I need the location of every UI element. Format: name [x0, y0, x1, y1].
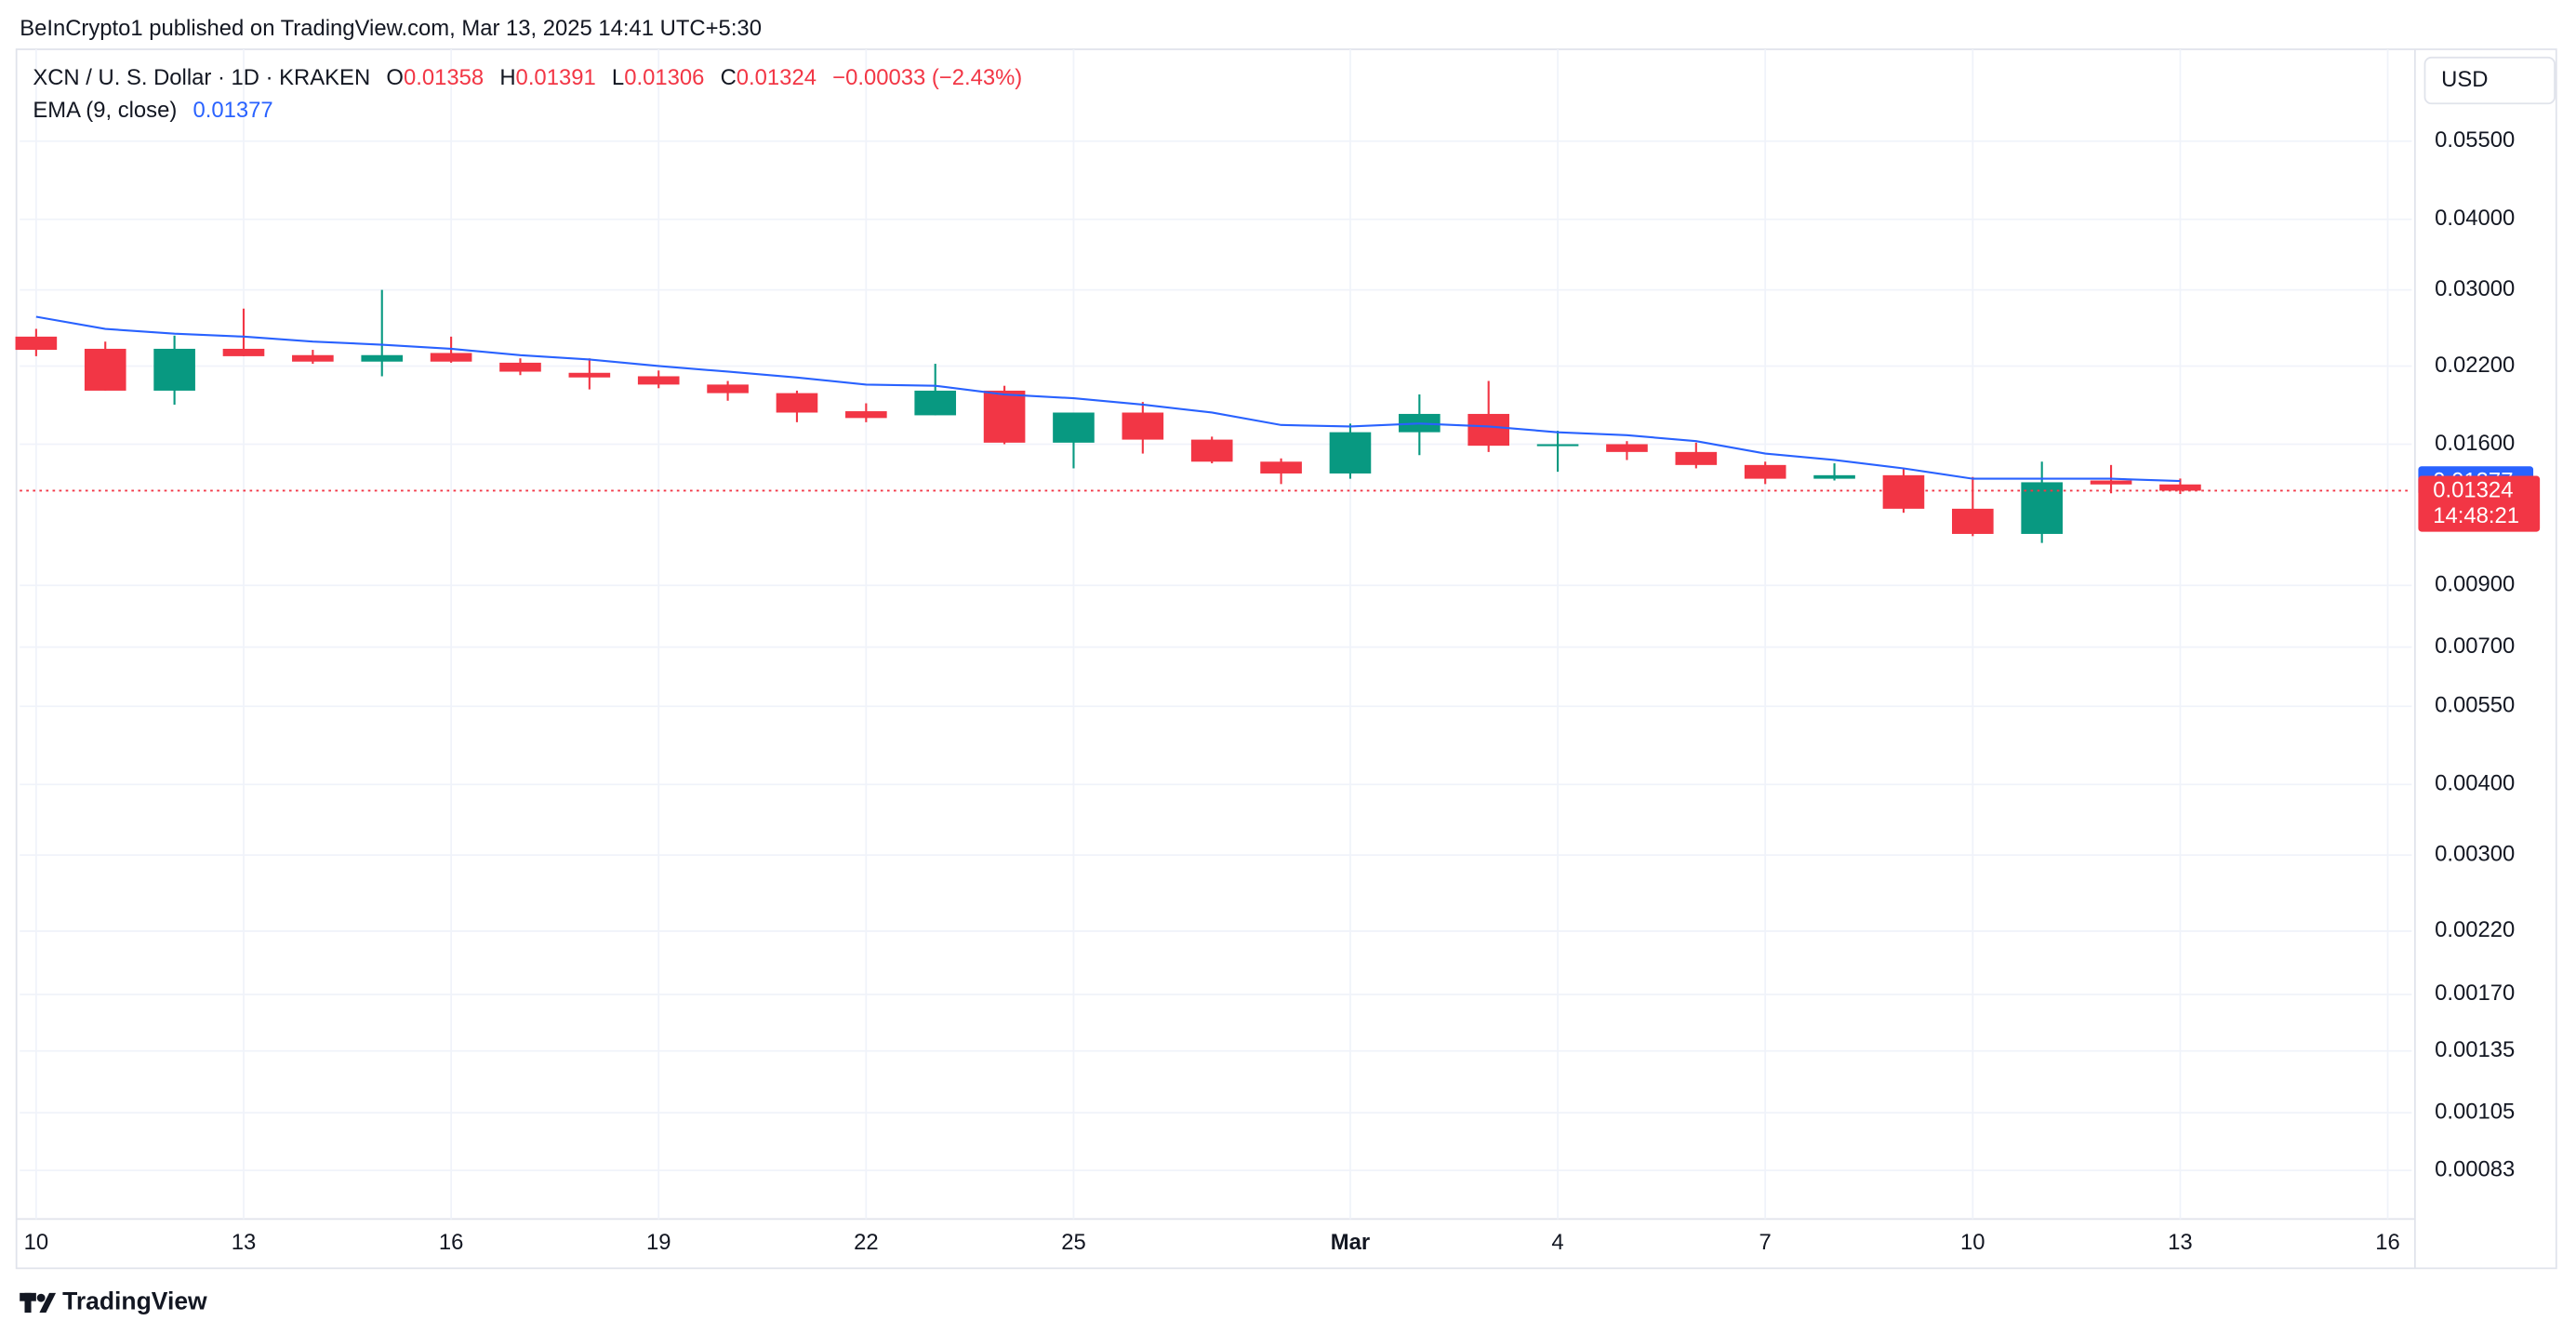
publish-header: BeInCrypto1 published on TradingView.com…	[20, 16, 762, 41]
x-tick-label: 22	[854, 1230, 879, 1255]
x-tick-label: 10	[1960, 1230, 1985, 1255]
y-tick-label: 0.00700	[2435, 634, 2515, 659]
y-tick-label: 0.05500	[2435, 127, 2515, 153]
candle-body	[707, 384, 749, 394]
candle-body	[222, 348, 265, 356]
candle-body	[983, 390, 1026, 443]
candle-body	[84, 348, 126, 391]
candle-body	[2159, 484, 2201, 491]
candle-body	[1122, 412, 1164, 440]
candle-body	[1882, 474, 1925, 509]
x-tick-label: 10	[24, 1230, 49, 1255]
candle-body	[1951, 508, 1994, 534]
candle-body	[1329, 432, 1372, 474]
y-tick-label: 0.00220	[2435, 917, 2515, 942]
symbol-title: XCN / U. S. Dollar · 1D · KRAKEN	[33, 65, 370, 90]
countdown-label: 14:48:21	[2433, 503, 2519, 528]
candle-body	[637, 376, 680, 385]
y-tick-label: 0.01600	[2435, 431, 2515, 456]
candle-body	[568, 372, 611, 378]
x-tick-label: 25	[1061, 1230, 1086, 1255]
ohlc-label: O	[386, 65, 404, 90]
ohlc-value: 0.01306	[624, 65, 704, 90]
x-tick-label: 7	[1759, 1230, 1772, 1255]
candle-body	[361, 354, 404, 362]
ohlc-label: C	[721, 65, 737, 90]
ema-line	[35, 315, 2181, 483]
x-tick-label: 16	[2375, 1230, 2400, 1255]
candle-body	[776, 393, 818, 413]
last-price-label: 0.01324	[2433, 478, 2513, 503]
x-tick-label: Mar	[1331, 1230, 1370, 1255]
candle-body	[914, 390, 957, 416]
x-tick-label: 4	[1551, 1230, 1563, 1255]
ohlc-label: H	[499, 65, 515, 90]
y-tick-label: 0.00105	[2435, 1099, 2515, 1124]
candle-body	[499, 362, 541, 372]
y-tick-label: 0.00083	[2435, 1156, 2515, 1181]
candle-body	[1536, 444, 1579, 447]
change-label: −0.00033 (−2.43%)	[832, 65, 1022, 90]
ohlc-value: 0.01391	[516, 65, 596, 90]
legend-ohlc: XCN / U. S. Dollar · 1D · KRAKEN O0.0135…	[33, 65, 1022, 90]
last-price-box	[2418, 475, 2541, 532]
footer-brand: TradingView	[62, 1287, 207, 1314]
y-tick-label: 0.00300	[2435, 841, 2515, 866]
candle-body	[153, 348, 195, 391]
candle-body	[1744, 464, 1786, 479]
candle-body	[2021, 482, 2063, 534]
candle-body	[1675, 451, 1718, 465]
y-tick-label: 0.00550	[2435, 693, 2515, 718]
x-tick-label: 19	[646, 1230, 671, 1255]
candle-body	[15, 336, 58, 351]
candle-body	[1260, 461, 1302, 474]
y-tick-label: 0.00135	[2435, 1037, 2515, 1062]
ema-name: EMA (9, close)	[33, 98, 177, 123]
y-tick-label: 0.00400	[2435, 771, 2515, 796]
candle-body	[2090, 480, 2132, 485]
candle-body	[1606, 444, 1648, 452]
y-tick-label: 0.04000	[2435, 206, 2515, 231]
candle-body	[1813, 474, 1855, 479]
currency-box[interactable]	[2423, 56, 2556, 105]
tv-logo	[20, 1292, 57, 1314]
candle-body	[292, 354, 334, 362]
chart-frame	[15, 48, 2557, 1270]
y-tick-label: 0.03000	[2435, 276, 2515, 301]
y-tick-label: 0.00170	[2435, 980, 2515, 1006]
ohlc-label: L	[612, 65, 624, 90]
ohlc-value: 0.01358	[404, 65, 484, 90]
candle-body	[1467, 413, 1510, 447]
y-tick-label: 0.02200	[2435, 353, 2515, 378]
x-tick-label: 16	[439, 1230, 464, 1255]
legend-ema: EMA (9, close) 0.01377	[33, 98, 272, 123]
x-tick-label: 13	[2168, 1230, 2193, 1255]
plot	[15, 289, 2412, 543]
candle-body	[1053, 412, 1095, 443]
grid	[20, 48, 2412, 1220]
currency-label[interactable]: USD	[2441, 67, 2488, 92]
ema-value: 0.01377	[193, 98, 273, 123]
x-tick-label: 13	[232, 1230, 257, 1255]
candle-body	[430, 353, 472, 362]
candle-body	[1190, 439, 1233, 462]
candle-body	[845, 411, 887, 419]
y-tick-label: 0.00900	[2435, 572, 2515, 597]
ohlc-value: 0.01324	[737, 65, 817, 90]
